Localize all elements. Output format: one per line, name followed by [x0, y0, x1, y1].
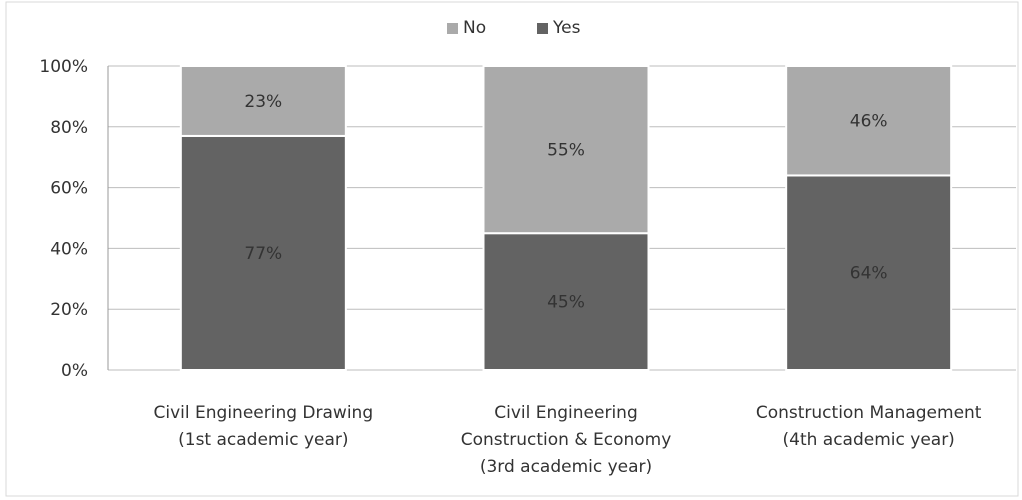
category-label: Civil Engineering: [494, 403, 638, 423]
bar-segment-yes: [482, 232, 650, 371]
bar-segment-no: [785, 65, 953, 177]
bars: 77% 23% 45% 55% 64% 46%: [179, 65, 953, 371]
chart-border: [5, 1, 1019, 497]
data-label: 46%: [850, 112, 888, 132]
data-label: 77%: [244, 244, 282, 264]
category-label: (3rd academic year): [480, 457, 652, 477]
category-label: (4th academic year): [783, 430, 955, 450]
y-axis: 0% 20% 40% 60% 80% 100%: [39, 57, 109, 381]
y-tick-label: 40%: [50, 239, 88, 259]
data-label: 64%: [850, 264, 888, 284]
bar-segment-no: [179, 65, 347, 137]
legend-swatch-no: [447, 23, 458, 34]
legend-label: Yes: [552, 18, 581, 38]
y-tick-label: 0%: [61, 361, 88, 381]
legend: No Yes: [447, 18, 581, 38]
data-label: 45%: [547, 293, 585, 313]
category-label: Construction Management: [756, 403, 982, 423]
y-tick-label: 60%: [50, 179, 88, 199]
category-label: (1st academic year): [178, 430, 348, 450]
category-label: Construction & Economy: [461, 430, 672, 450]
bar-segment-yes: [785, 174, 953, 371]
legend-label: No: [463, 18, 486, 38]
bar-segment-yes: [179, 134, 347, 371]
legend-swatch-yes: [537, 23, 548, 34]
category-label: Civil Engineering Drawing: [154, 403, 374, 423]
y-tick-label: 100%: [39, 57, 88, 77]
data-label: 55%: [547, 141, 585, 161]
data-label: 23%: [244, 92, 282, 112]
x-axis: Civil Engineering Drawing (1st academic y…: [154, 403, 982, 477]
y-tick-label: 20%: [50, 300, 88, 320]
bar-segment-no: [482, 65, 650, 235]
y-tick-label: 80%: [50, 118, 88, 138]
